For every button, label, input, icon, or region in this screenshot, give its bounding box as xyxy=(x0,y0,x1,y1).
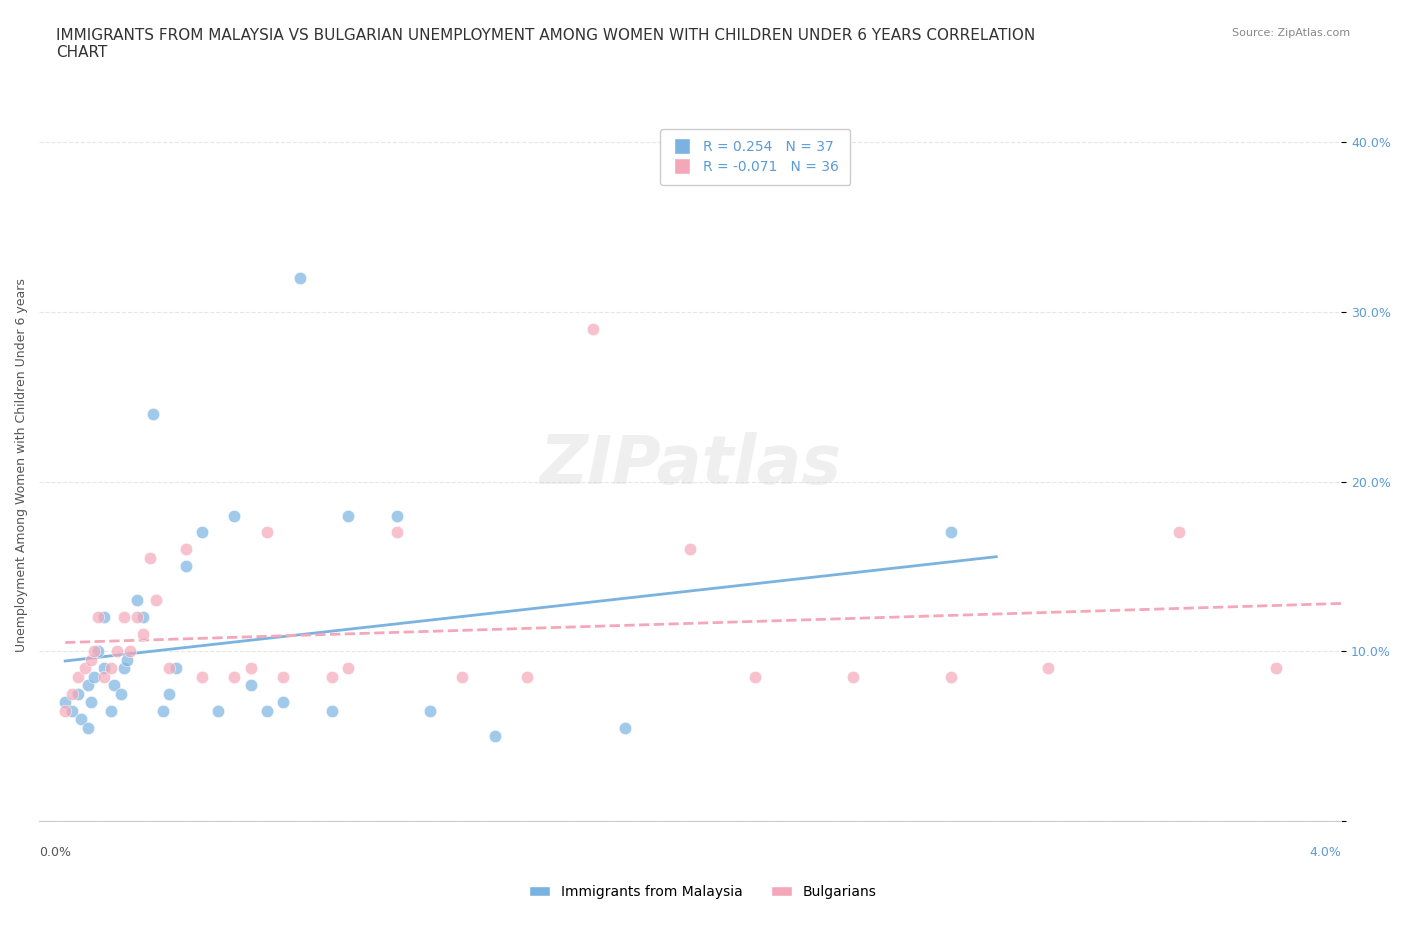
Point xyxy=(191,525,214,540)
Point xyxy=(337,661,360,676)
Point xyxy=(1167,525,1189,540)
Point xyxy=(86,644,108,658)
Point xyxy=(1038,661,1060,676)
Point xyxy=(80,652,103,667)
Point xyxy=(224,508,246,523)
Point xyxy=(60,686,83,701)
Point xyxy=(125,593,148,608)
Point xyxy=(100,703,122,718)
Point xyxy=(53,695,76,710)
Point xyxy=(387,525,409,540)
Point xyxy=(53,703,76,718)
Point xyxy=(744,670,766,684)
Point xyxy=(224,670,246,684)
Point xyxy=(145,593,167,608)
Point xyxy=(191,670,214,684)
Point xyxy=(679,542,702,557)
Point xyxy=(112,661,135,676)
Point xyxy=(207,703,229,718)
Text: Source: ZipAtlas.com: Source: ZipAtlas.com xyxy=(1232,28,1350,38)
Point xyxy=(132,627,155,642)
Point xyxy=(321,703,343,718)
Point xyxy=(939,670,962,684)
Point xyxy=(105,644,128,658)
Text: 0.0%: 0.0% xyxy=(39,846,72,859)
Point xyxy=(67,686,90,701)
Point xyxy=(142,406,165,421)
Point xyxy=(125,610,148,625)
Point xyxy=(174,542,197,557)
Point xyxy=(614,721,637,736)
Point xyxy=(321,670,343,684)
Point xyxy=(239,661,262,676)
Point xyxy=(842,670,865,684)
Text: ZIPatlas: ZIPatlas xyxy=(540,432,841,498)
Legend: Immigrants from Malaysia, Bulgarians: Immigrants from Malaysia, Bulgarians xyxy=(524,880,882,905)
Point xyxy=(77,721,100,736)
Point xyxy=(115,652,138,667)
Point xyxy=(516,670,538,684)
Point xyxy=(157,661,180,676)
Point xyxy=(120,644,142,658)
Point xyxy=(132,610,155,625)
Point xyxy=(288,271,311,286)
Y-axis label: Unemployment Among Women with Children Under 6 years: Unemployment Among Women with Children U… xyxy=(15,278,28,652)
Point xyxy=(271,670,294,684)
Text: IMMIGRANTS FROM MALAYSIA VS BULGARIAN UNEMPLOYMENT AMONG WOMEN WITH CHILDREN UND: IMMIGRANTS FROM MALAYSIA VS BULGARIAN UN… xyxy=(56,28,1035,60)
Point xyxy=(110,686,132,701)
Point xyxy=(256,703,278,718)
Text: 4.0%: 4.0% xyxy=(1309,846,1341,859)
Point xyxy=(83,644,105,658)
Legend: R = 0.254   N = 37, R = -0.071   N = 36: R = 0.254 N = 37, R = -0.071 N = 36 xyxy=(661,129,851,185)
Point xyxy=(581,321,603,336)
Point xyxy=(70,711,93,726)
Point xyxy=(165,661,187,676)
Point xyxy=(157,686,180,701)
Point xyxy=(271,695,294,710)
Point xyxy=(100,661,122,676)
Point xyxy=(67,670,90,684)
Point xyxy=(77,678,100,693)
Point xyxy=(174,559,197,574)
Point xyxy=(337,508,360,523)
Point xyxy=(419,703,441,718)
Point xyxy=(387,508,409,523)
Point xyxy=(112,610,135,625)
Point xyxy=(103,678,125,693)
Point xyxy=(256,525,278,540)
Point xyxy=(93,670,115,684)
Point xyxy=(80,695,103,710)
Point xyxy=(139,551,162,565)
Point xyxy=(86,610,108,625)
Point xyxy=(93,661,115,676)
Point xyxy=(152,703,174,718)
Point xyxy=(939,525,962,540)
Point xyxy=(451,670,474,684)
Point xyxy=(83,670,105,684)
Point xyxy=(1265,661,1288,676)
Point xyxy=(239,678,262,693)
Point xyxy=(484,729,506,744)
Point xyxy=(93,610,115,625)
Point xyxy=(73,661,96,676)
Point xyxy=(60,703,83,718)
